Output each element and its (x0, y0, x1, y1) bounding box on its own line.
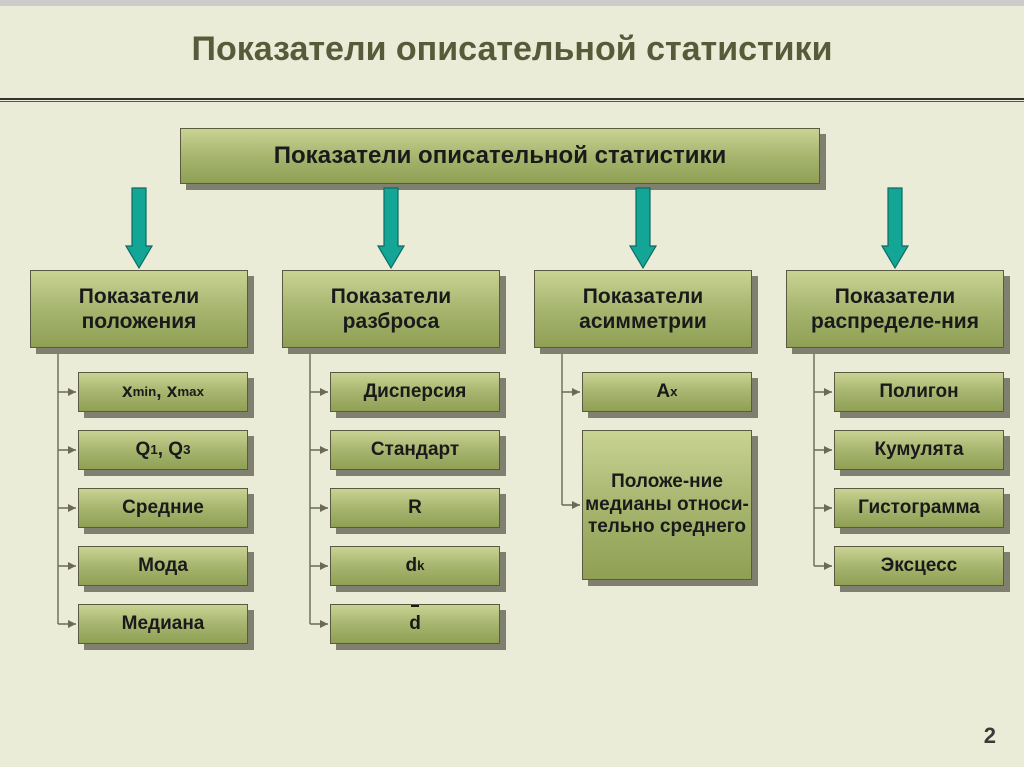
item-pos-4: Медиана (78, 604, 248, 644)
item-pos-3: Мода (78, 546, 248, 586)
item-disp-1: Стандарт (330, 430, 500, 470)
item-dist-3: Эксцесс (834, 546, 1004, 586)
category-disp: Показатели разброса (282, 270, 500, 348)
item-dist-2: Гистограмма (834, 488, 1004, 528)
category-pos: Показатели положения (30, 270, 248, 348)
item-pos-1: Q1, Q3 (78, 430, 248, 470)
main-box: Показатели описательной статистики (180, 128, 820, 184)
item-disp-0: Дисперсия (330, 372, 500, 412)
item-pos-2: Средние (78, 488, 248, 528)
item-dist-0: Полигон (834, 372, 1004, 412)
item-pos-0: xmin, xmax (78, 372, 248, 412)
item-disp-4: d (330, 604, 500, 644)
category-dist: Показатели распределе-​ния (786, 270, 1004, 348)
item-disp-3: dk (330, 546, 500, 586)
category-asym: Показатели асимметрии (534, 270, 752, 348)
slide-title: Показатели описательной статистики (0, 30, 1024, 69)
item-asym-0: Ax (582, 372, 752, 412)
item-disp-2: R (330, 488, 500, 528)
item-asym-1: Положе-ние медианы относи-тельно среднег… (582, 430, 752, 580)
item-dist-1: Кумулята (834, 430, 1004, 470)
